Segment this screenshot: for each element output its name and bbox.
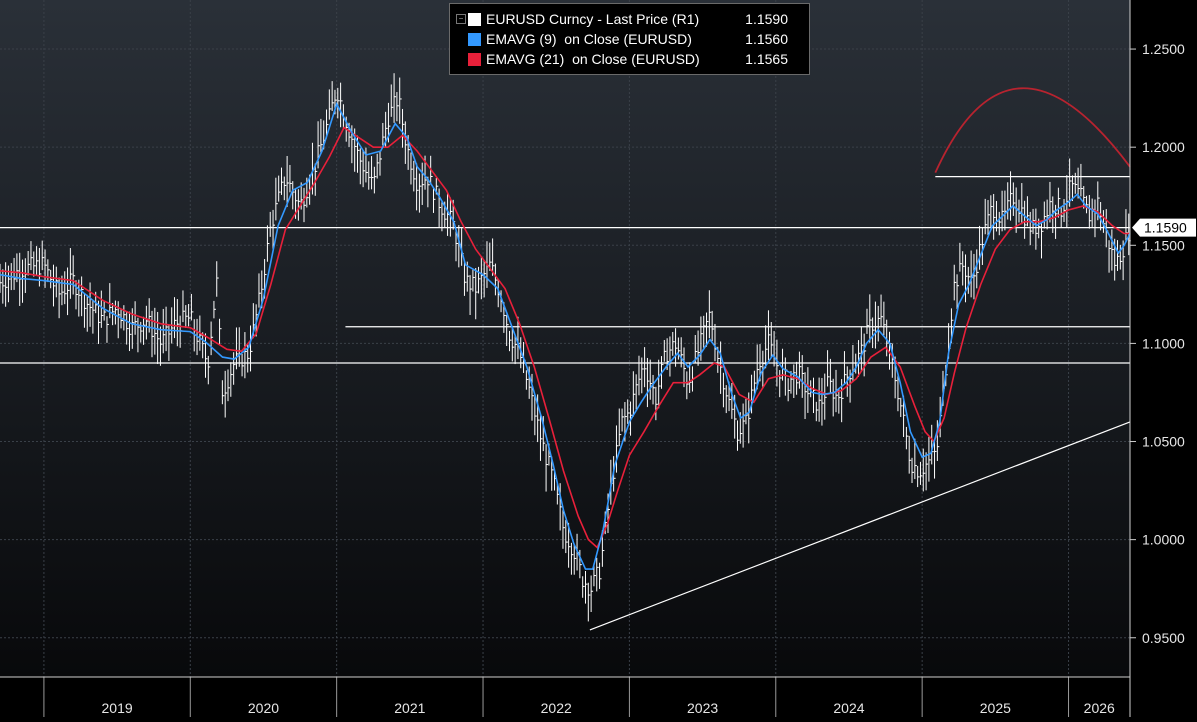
ema-lines [0, 101, 1131, 570]
legend: − EURUSD Curncy - Last Price (R1) 1.1590… [449, 3, 810, 75]
arc-annotation [934, 87, 1131, 174]
y-tick-label: 1.2500 [1142, 41, 1185, 57]
grid [0, 0, 1130, 677]
x-tick-label: 2019 [102, 700, 133, 716]
x-tick-label: 2021 [394, 700, 425, 716]
x-tick-label: 2026 [1084, 700, 1115, 716]
y-tick-label: 1.0500 [1142, 434, 1185, 450]
ema21-line [0, 126, 1130, 549]
annotations [0, 87, 1131, 631]
legend-swatch-ema9 [468, 32, 481, 46]
last-price-tag-bg [1132, 218, 1196, 237]
y-tick-label: 0.9500 [1142, 630, 1185, 646]
legend-entry-price: − EURUSD Curncy - Last Price (R1) 1.1590 [456, 9, 809, 29]
x-tick-label: 2024 [833, 700, 864, 716]
last-price-tag: 1.1590 [1132, 218, 1196, 237]
legend-label-ema9: EMAVG (9) on Close (EURUSD) [486, 30, 692, 47]
x-tick-label: 2022 [541, 700, 572, 716]
collapse-icon[interactable]: − [456, 14, 466, 24]
plot-background [0, 0, 1130, 677]
y-tick-label: 1.1000 [1142, 335, 1185, 351]
legend-entry-ema21: EMAVG (21) on Close (EURUSD) 1.1565 [456, 49, 809, 69]
y-tick-label: 1.0000 [1142, 532, 1185, 548]
price-bars [0, 73, 1131, 622]
legend-label-ema21: EMAVG (21) on Close (EURUSD) [486, 50, 700, 67]
legend-swatch-price [468, 12, 481, 26]
y-tick-label: 1.1500 [1142, 237, 1185, 253]
legend-value-ema21: 1.1565 [745, 50, 788, 67]
ema9-line [0, 101, 1131, 570]
last-price-tag-label: 1.1590 [1144, 220, 1187, 236]
x-tick-label: 2025 [980, 700, 1011, 716]
legend-swatch-ema21 [468, 52, 481, 66]
legend-entry-ema9: EMAVG (9) on Close (EURUSD) 1.1560 [456, 29, 809, 49]
x-tick-label: 2023 [687, 700, 718, 716]
legend-value-ema9: 1.1560 [745, 30, 788, 47]
x-tick-label: 2020 [248, 700, 279, 716]
legend-value-price: 1.1590 [745, 10, 788, 27]
y-tick-label: 1.2000 [1142, 139, 1185, 155]
legend-label-price: EURUSD Curncy - Last Price (R1) [486, 10, 700, 27]
trendline [589, 421, 1131, 631]
